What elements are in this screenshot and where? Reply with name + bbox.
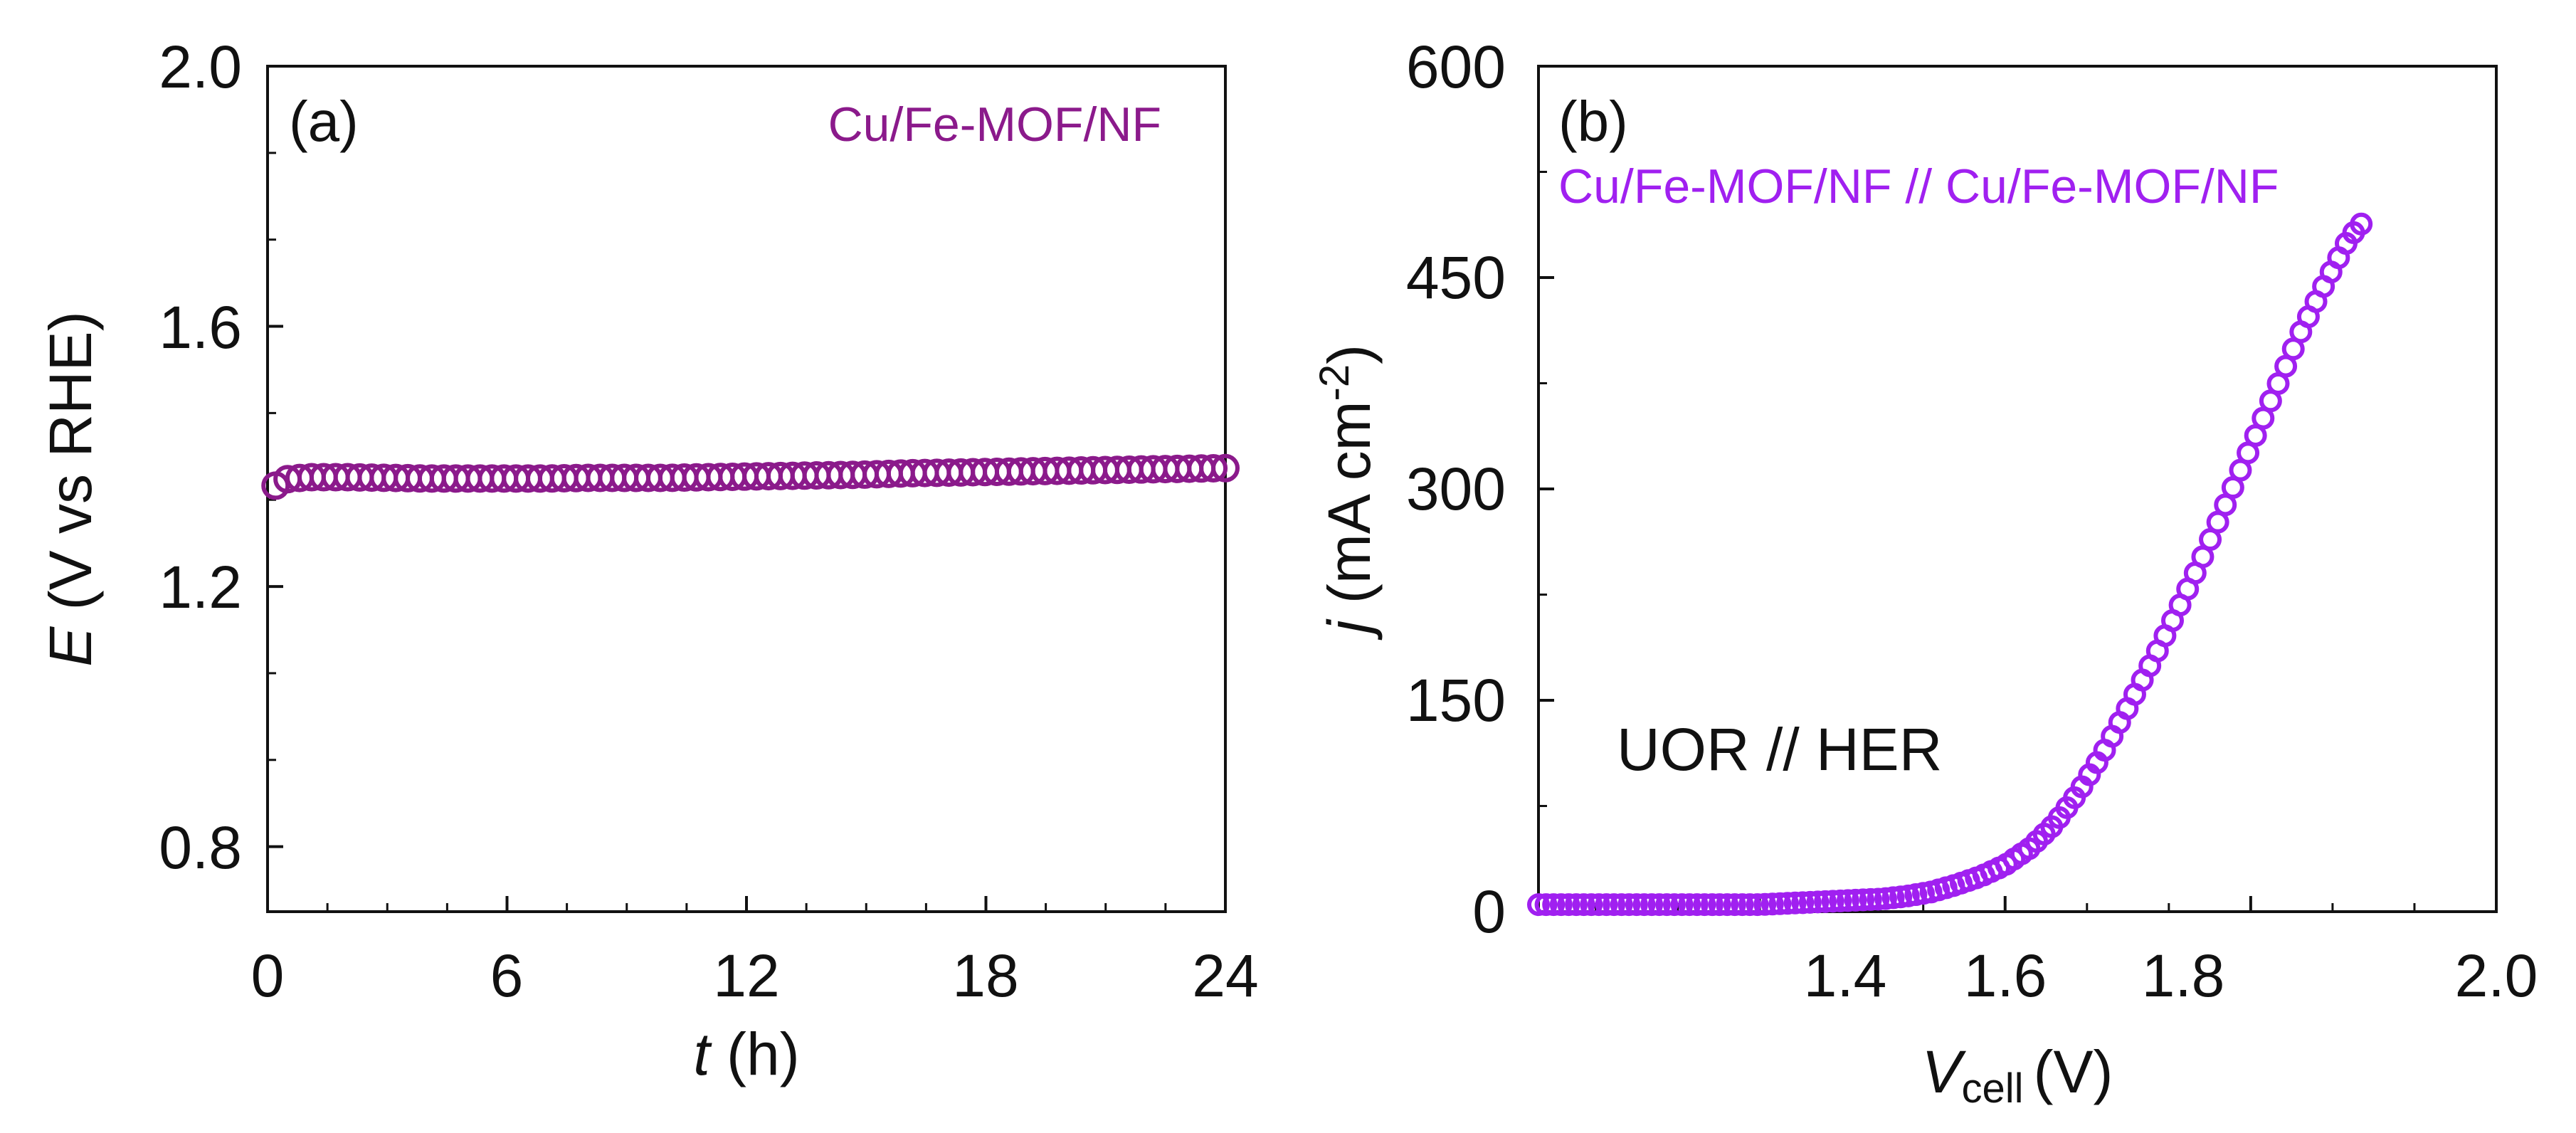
data-points-a	[261, 453, 1240, 500]
data-point	[1693, 893, 1716, 917]
data-point	[1587, 893, 1610, 917]
data-point	[1821, 890, 1844, 913]
data-point	[1580, 893, 1603, 917]
data-point	[1640, 893, 1664, 917]
data-point	[1662, 893, 1686, 917]
data-point	[1565, 893, 1588, 917]
y-tick-labels-a: 0.8 1.2 1.6 2.0	[159, 33, 242, 881]
data-point	[1603, 893, 1626, 917]
x-tick-labels-a: 0 6 12 18 24	[251, 942, 1259, 1009]
x-tick-label: 1.8	[2142, 942, 2225, 1009]
data-point	[1852, 888, 1875, 912]
axis-ticks-a	[266, 65, 1227, 912]
data-point	[1632, 893, 1656, 917]
panel-label-b: (b)	[1558, 90, 1628, 153]
data-point	[1572, 893, 1595, 917]
data-point	[1610, 893, 1633, 917]
data-point	[1549, 893, 1573, 917]
x-tick-label: 18	[952, 942, 1018, 1009]
data-point	[1806, 890, 1830, 914]
data-point	[1557, 893, 1580, 917]
x-tick-label: 6	[490, 942, 524, 1009]
data-point	[1685, 893, 1709, 917]
data-point	[1617, 893, 1641, 917]
y-axis-label-b: j (mA cm-2)	[1311, 344, 1383, 641]
data-point	[2350, 212, 2373, 236]
data-point	[1595, 893, 1618, 917]
data-point	[1731, 893, 1754, 917]
x-tick-label: 1.6	[1964, 942, 2047, 1009]
y-tick-label: 0.8	[159, 814, 242, 881]
data-point	[1708, 893, 1731, 917]
x-tick-labels-b: 1.4 1.6 1.8 2.0	[1804, 942, 2538, 1009]
data-point	[1625, 893, 1648, 917]
data-point	[1746, 893, 1769, 917]
data-point	[1199, 454, 1228, 483]
y-tick-label: 1.6	[159, 294, 242, 361]
x-tick-label: 24	[1192, 942, 1258, 1009]
y-tick-label: 150	[1406, 667, 1506, 734]
data-point	[1716, 893, 1739, 917]
annotation-uor-her: UOR // HER	[1617, 716, 1942, 783]
data-point	[1859, 887, 1882, 911]
data-point	[1678, 893, 1701, 917]
x-tick-label: 12	[713, 942, 779, 1009]
y-axis-label-a: E (V vs RHE)	[37, 311, 104, 666]
x-tick-label: 1.4	[1804, 942, 1887, 1009]
data-point	[1783, 891, 1807, 915]
data-point	[1753, 892, 1777, 916]
y-tick-label: 450	[1406, 244, 1506, 311]
data-point	[1829, 889, 1852, 912]
data-point	[1655, 893, 1679, 917]
data-point	[1700, 893, 1724, 917]
data-point	[1534, 893, 1558, 917]
data-point	[1867, 887, 1890, 911]
y-tick-label: 0	[1472, 878, 1506, 945]
data-point	[1723, 893, 1746, 917]
data-point	[1844, 888, 1867, 912]
series-label-a: Cu/Fe-MOF/NF	[828, 98, 1161, 152]
data-points-b	[1527, 212, 2373, 917]
data-point	[1768, 892, 1792, 915]
data-point	[1542, 893, 1566, 917]
data-point	[1776, 892, 1800, 915]
x-axis-label-a: t (h)	[693, 1021, 799, 1087]
series-label-b: Cu/Fe-MOF/NF // Cu/Fe-MOF/NF	[1558, 159, 2279, 214]
y-tick-labels-b: 0 150 300 450 600	[1406, 33, 1506, 945]
y-tick-label: 600	[1406, 33, 1506, 100]
data-point	[1527, 893, 1550, 917]
data-point	[1761, 892, 1784, 916]
data-point	[1211, 453, 1240, 483]
x-axis-label-b: Vcell (V)	[1921, 1038, 2113, 1112]
y-tick-label: 1.2	[159, 554, 242, 621]
data-point	[1791, 891, 1815, 915]
data-point	[1647, 893, 1671, 917]
data-point	[1738, 893, 1762, 917]
data-point	[1670, 893, 1694, 917]
data-point	[1798, 890, 1822, 914]
x-tick-label: 2.0	[2455, 942, 2538, 1009]
y-tick-label: 300	[1406, 455, 1506, 522]
panel-label-a: (a)	[289, 90, 359, 153]
x-tick-label: 0	[251, 942, 285, 1009]
chart-panel-b: 1.4 1.6 1.8 2.0 0 150 300 450 600 Vcell(…	[1311, 33, 2538, 1112]
y-tick-label: 2.0	[159, 33, 242, 100]
chart-panel-a: 0 6 12 18 24 0.8 1.2 1.6 2.0 t (h) E (V …	[37, 33, 1259, 1087]
data-point	[1814, 890, 1837, 913]
data-point	[1836, 889, 1859, 912]
